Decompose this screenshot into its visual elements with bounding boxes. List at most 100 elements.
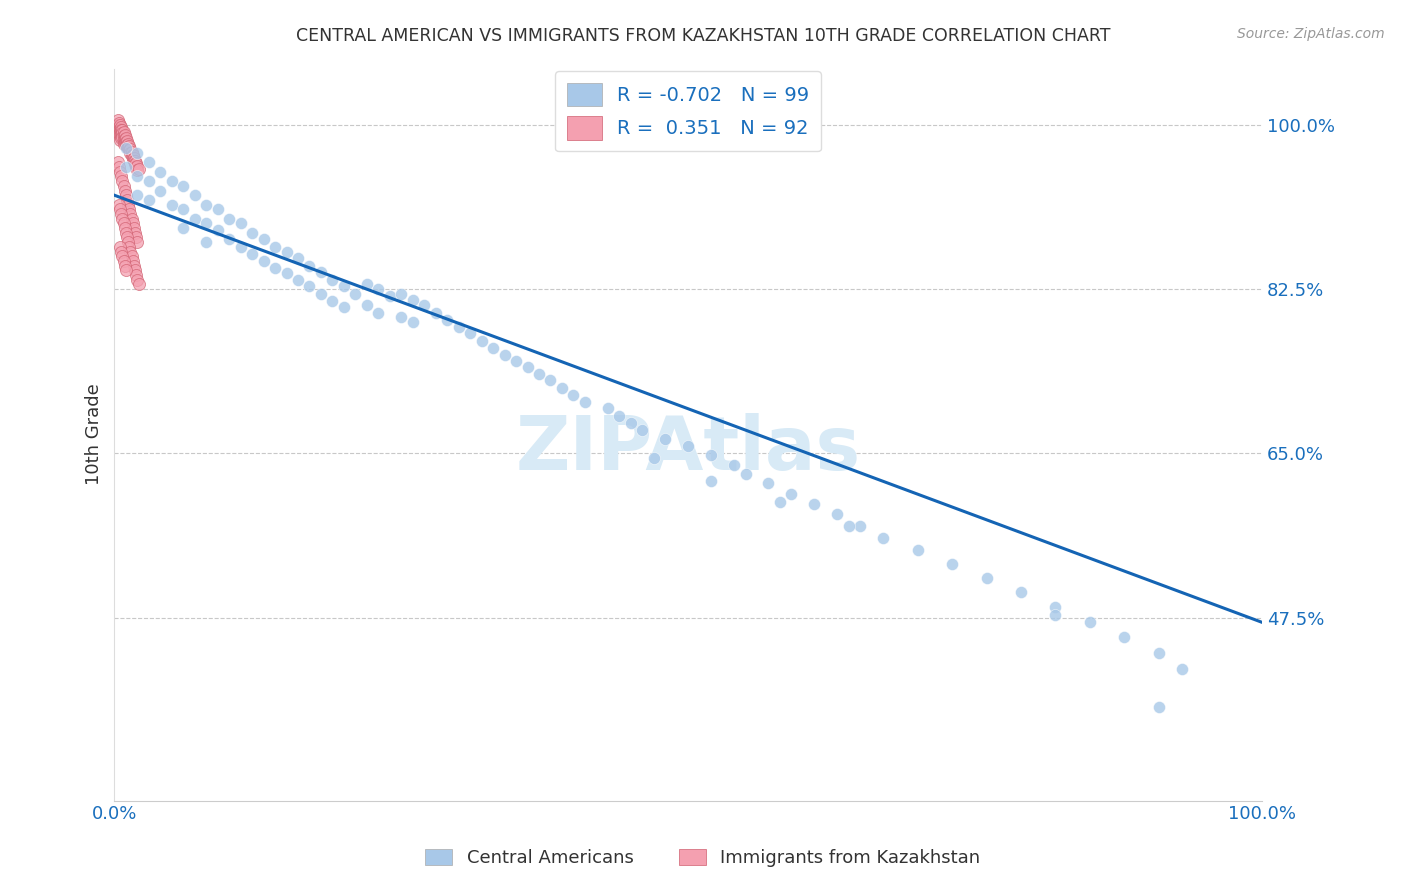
Point [128, 161, 150, 176]
Point [115, 138, 138, 153]
Point [607, 409, 630, 423]
Point [700, 448, 723, 462]
Point [596, 401, 619, 416]
Point [122, 151, 145, 165]
Point [1045, 607, 1067, 622]
Point [121, 152, 143, 166]
Point [321, 273, 343, 287]
Point [195, 197, 218, 211]
Point [112, 133, 135, 147]
Point [149, 165, 172, 179]
Point [184, 188, 207, 202]
Point [114, 259, 136, 273]
Point [252, 232, 274, 246]
Point [115, 131, 138, 145]
Point [122, 221, 145, 235]
Point [309, 265, 332, 279]
Point [1147, 699, 1170, 714]
Point [758, 476, 780, 491]
Point [138, 193, 160, 207]
Point [1078, 615, 1101, 630]
Point [367, 305, 389, 319]
Point [108, 127, 131, 141]
Point [111, 130, 134, 145]
Point [110, 244, 132, 259]
Point [872, 531, 894, 545]
Point [207, 202, 229, 217]
Point [402, 293, 425, 308]
Point [122, 154, 145, 169]
Point [195, 216, 218, 230]
Point [107, 155, 129, 169]
Text: CENTRAL AMERICAN VS IMMIGRANTS FROM KAZAKHSTAN 10TH GRADE CORRELATION CHART: CENTRAL AMERICAN VS IMMIGRANTS FROM KAZA… [295, 27, 1111, 45]
Point [114, 184, 136, 198]
Point [120, 146, 142, 161]
Point [700, 475, 723, 489]
Point [107, 120, 129, 134]
Point [447, 319, 470, 334]
Point [115, 263, 138, 277]
Point [118, 143, 141, 157]
Point [941, 557, 963, 571]
Point [1045, 600, 1067, 615]
Point [527, 367, 550, 381]
Point [172, 221, 194, 235]
Point [120, 207, 142, 221]
Point [128, 277, 150, 292]
Point [344, 286, 367, 301]
Point [1114, 630, 1136, 644]
Point [505, 354, 527, 368]
Point [402, 315, 425, 329]
Point [121, 216, 143, 230]
Point [551, 381, 574, 395]
Point [264, 260, 287, 275]
Point [240, 226, 263, 240]
Point [115, 137, 138, 152]
Point [436, 313, 458, 327]
Point [309, 286, 332, 301]
Point [631, 423, 654, 437]
Point [108, 118, 131, 132]
Point [184, 211, 207, 226]
Point [124, 226, 146, 240]
Point [112, 178, 135, 193]
Point [321, 294, 343, 309]
Point [112, 136, 135, 151]
Point [108, 197, 131, 211]
Point [287, 273, 309, 287]
Point [115, 134, 138, 148]
Point [252, 254, 274, 268]
Point [108, 121, 131, 136]
Point [124, 263, 146, 277]
Point [120, 142, 142, 156]
Point [125, 160, 148, 174]
Point [115, 193, 138, 207]
Point [138, 155, 160, 169]
Point [356, 277, 378, 292]
Point [114, 132, 136, 146]
Legend: R = -0.702   N = 99, R =  0.351   N = 92: R = -0.702 N = 99, R = 0.351 N = 92 [555, 71, 821, 152]
Point [125, 268, 148, 282]
Point [115, 160, 138, 174]
Point [276, 266, 298, 280]
Point [107, 118, 129, 132]
Point [149, 184, 172, 198]
Point [114, 221, 136, 235]
Point [471, 334, 494, 348]
Point [112, 129, 135, 144]
Point [111, 122, 134, 136]
Point [229, 216, 252, 230]
Point [114, 128, 136, 143]
Point [160, 174, 183, 188]
Point [907, 543, 929, 558]
Point [195, 235, 218, 249]
Point [120, 244, 142, 259]
Point [389, 310, 412, 325]
Point [643, 450, 665, 465]
Point [108, 123, 131, 137]
Point [118, 202, 141, 217]
Point [115, 230, 138, 244]
Point [117, 140, 139, 154]
Point [121, 148, 143, 162]
Point [125, 156, 148, 170]
